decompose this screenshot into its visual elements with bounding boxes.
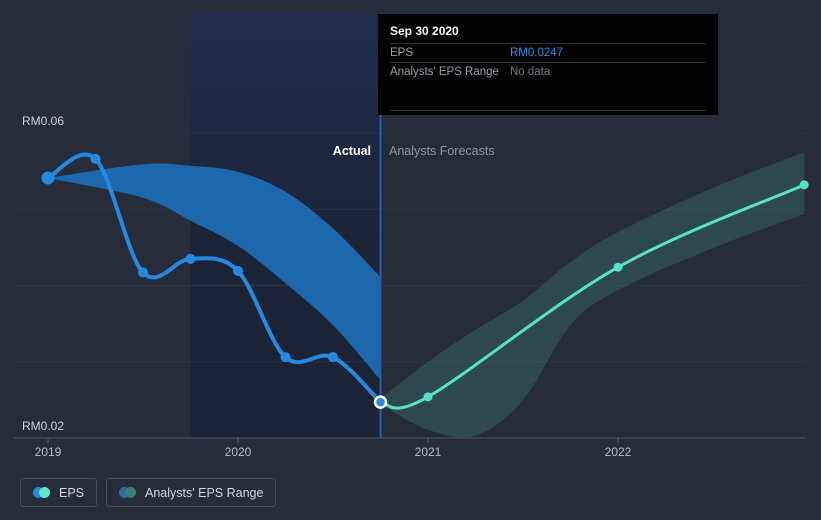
tooltip-range-value: No data [510,66,551,78]
y-axis-label-max: RM0.06 [22,114,65,128]
tooltip-eps-value: RM0.0247 [510,47,564,59]
forecast-section-label: Analysts Forecasts [389,144,495,158]
analysts-range-series-icon [119,487,137,498]
tooltip-row-eps: EPS RM0.0247 [390,44,706,62]
legend-range-label: Analysts' EPS Range [145,485,264,500]
tooltip-divider [390,43,706,44]
legend: EPS Analysts' EPS Range [20,478,277,507]
eps-data-point [328,352,338,363]
forecast-data-point [613,262,623,272]
tooltip-eps-label: EPS [390,47,414,59]
x-tick-2019: 2019 [34,445,62,459]
eps-data-point [138,267,148,278]
x-tick-2021: 2021 [414,445,442,459]
actual-section-label: Actual [332,144,371,158]
forecast-data-point [799,180,809,190]
analysts-range-band-forecast [380,152,805,438]
legend-toggle-analysts-range[interactable]: Analysts' EPS Range [106,478,277,507]
tooltip-divider [390,110,706,111]
tooltip-date: Sep 30 2020 [390,24,459,38]
eps-data-point [233,266,243,277]
legend-eps-label: EPS [59,485,85,500]
tooltip-divider [390,62,706,63]
tooltip-range-label: Analysts' EPS Range [390,66,499,78]
selected-data-point [373,395,388,409]
eps-data-point [185,253,196,264]
actual-eps-line [46,152,383,405]
eps-data-point [41,171,55,185]
eps-data-point [280,352,291,363]
x-tick-2022: 2022 [604,445,632,459]
y-axis-label-min: RM0.02 [22,419,65,433]
legend-toggle-eps[interactable]: EPS [20,478,98,507]
eps-series-icon [33,487,50,498]
forecast-data-point [423,392,433,402]
tooltip-row-range: Analysts' EPS Range No data [390,63,706,81]
x-tick-2020: 2020 [224,445,252,459]
tooltip-spacer [390,81,706,110]
eps-data-point [90,153,101,164]
analysts-range-band-historical [48,163,381,381]
forecast-eps-line [379,183,806,410]
chart-tooltip: Sep 30 2020 EPS RM0.0247 Analysts' EPS R… [378,14,718,115]
